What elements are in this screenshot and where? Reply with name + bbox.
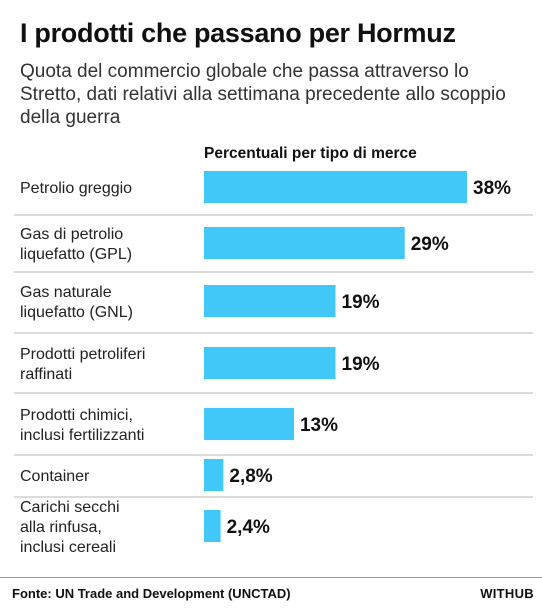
bar-value-label: 29% — [411, 234, 449, 255]
bar-value-label: 19% — [342, 292, 380, 313]
bar — [204, 227, 405, 259]
bar-value-label: 13% — [300, 415, 338, 436]
category-label: alla rinfusa, — [20, 519, 102, 536]
bar — [204, 510, 221, 542]
chart-subtitle: Quota del commercio globale che passa at… — [20, 61, 506, 128]
bar — [204, 459, 224, 491]
category-label: Container — [20, 468, 90, 485]
category-label: Prodotti petroliferi — [20, 346, 145, 363]
category-label: Petrolio greggio — [20, 180, 132, 197]
footer-divider — [0, 577, 542, 578]
category-label: liquefatto (GPL) — [20, 246, 132, 263]
bar-value-label: 38% — [473, 178, 511, 199]
category-label: Prodotti chimici, — [20, 407, 133, 424]
bar — [204, 408, 294, 440]
chart-title: I prodotti che passano per Hormuz — [20, 18, 456, 48]
category-label: inclusi cereali — [20, 539, 116, 556]
chart-header: Percentuali per tipo di merce — [204, 145, 417, 162]
category-label: liquefatto (GNL) — [20, 304, 133, 321]
bar-value-label: 2,4% — [227, 517, 270, 538]
bar — [204, 171, 467, 203]
bar-value-label: 2,8% — [229, 466, 272, 487]
category-label: Gas di petrolio — [20, 226, 123, 243]
bar — [204, 285, 336, 317]
source-note: Fonte: UN Trade and Development (UNCTAD) — [12, 586, 291, 601]
bar-chart: 38% Petrolio greggio 29% Gas di petrolio liq… — [14, 171, 533, 556]
category-label: Carichi secchi — [20, 499, 120, 516]
bar-value-label: 19% — [342, 354, 380, 375]
bar — [204, 347, 336, 379]
category-label: Gas naturale — [20, 284, 112, 301]
category-label: raffinati — [20, 366, 72, 383]
category-label: inclusi fertilizzanti — [20, 427, 144, 444]
brand-logo: WITHUB — [480, 586, 534, 601]
